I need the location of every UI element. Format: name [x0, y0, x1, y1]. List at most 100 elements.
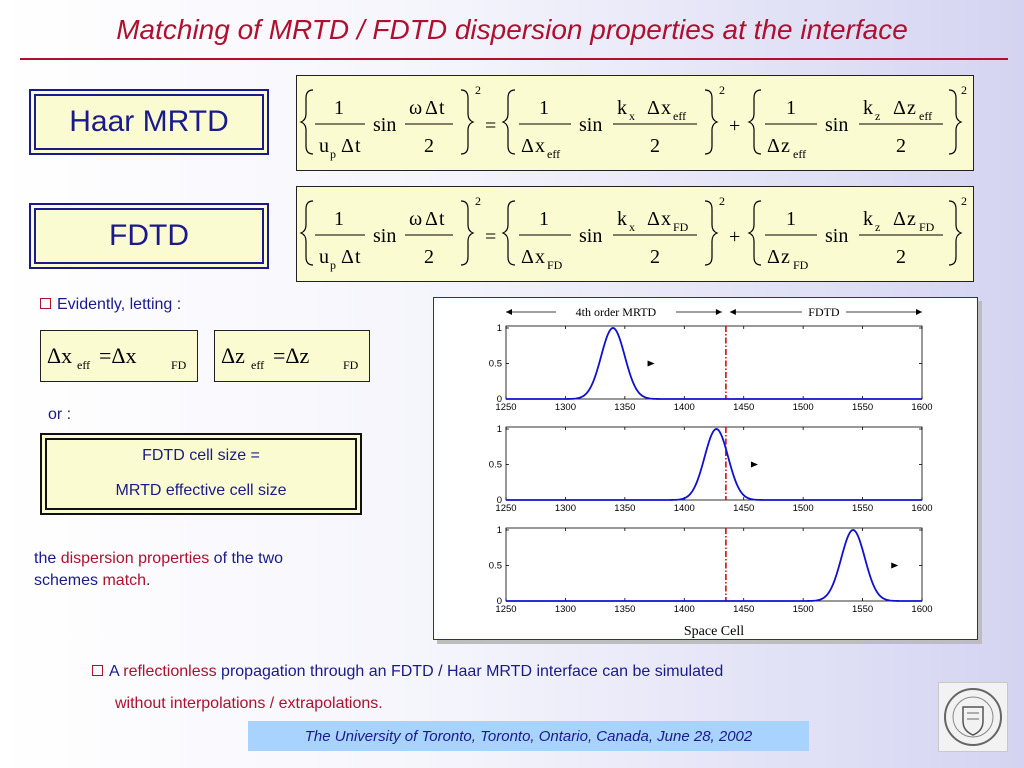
y-tick-label: 0.5 [489, 460, 502, 471]
svg-text:k: k [863, 208, 873, 230]
svg-text:t: t [355, 246, 361, 268]
svg-text:Δ: Δ [341, 135, 354, 157]
evidently-bullet: Evidently, letting : [40, 296, 181, 314]
x-tick-label: 1500 [793, 503, 814, 514]
x-tick-label: 1350 [614, 503, 635, 514]
svg-text:eff: eff [77, 358, 90, 372]
svg-text:2: 2 [961, 83, 967, 97]
x-tick-label: 1450 [733, 503, 754, 514]
svg-text:FD: FD [919, 220, 935, 234]
svg-text:eff: eff [547, 147, 560, 161]
svg-text:eff: eff [251, 358, 264, 372]
svg-text:2: 2 [896, 135, 906, 157]
dz-equality: Δz eff =Δz FD [214, 330, 370, 382]
y-tick-label: 1 [497, 323, 502, 334]
x-tick-label: 1250 [495, 503, 516, 514]
pulse-series-line [506, 428, 922, 501]
svg-text:t: t [439, 97, 445, 119]
svg-text:2: 2 [475, 194, 481, 208]
svg-text:z: z [781, 246, 790, 268]
svg-text:+: + [729, 115, 740, 137]
svg-text:Δ: Δ [893, 97, 906, 119]
plot-frame [505, 325, 923, 400]
svg-text:z: z [907, 97, 916, 119]
y-tick-label: 0 [497, 495, 502, 506]
x-tick-label: 1450 [733, 604, 754, 615]
y-tick-label: 1 [497, 525, 502, 536]
university-seal-logo [938, 682, 1008, 752]
svg-text:FD: FD [171, 358, 187, 372]
bullet-square-icon [92, 665, 103, 677]
pulse-series-line [506, 327, 922, 400]
svg-text:sin: sin [579, 225, 602, 247]
svg-text:sin: sin [373, 225, 396, 247]
x-tick-label: 1400 [674, 604, 695, 615]
svg-text:2: 2 [650, 135, 660, 157]
svg-text:Δ: Δ [521, 246, 534, 268]
x-tick-label: 1600 [911, 503, 932, 514]
arrowhead-right-icon [916, 309, 922, 315]
svg-text:ω: ω [409, 208, 422, 230]
svg-text:p: p [330, 258, 336, 272]
arrowhead-left-icon [729, 309, 736, 315]
y-tick-label: 0.5 [489, 561, 502, 572]
propagation-arrow-icon [891, 562, 899, 569]
cell-size-note: FDTD cell size = MRTD effective cell siz… [40, 433, 362, 515]
svg-text:eff: eff [793, 147, 806, 161]
dx-equality: Δx eff =Δx FD [40, 330, 198, 382]
x-axis-label: Space Cell [684, 624, 744, 639]
svg-text:=: = [485, 115, 496, 137]
x-tick-label: 1600 [911, 604, 932, 615]
x-tick-label: 1350 [614, 604, 635, 615]
svg-text:Δ: Δ [647, 208, 660, 230]
x-tick-label: 1500 [793, 604, 814, 615]
propagation-arrow-icon [750, 461, 758, 468]
svg-text:x: x [535, 246, 545, 268]
svg-text:x: x [629, 109, 635, 123]
fdtd-label: FDTD [34, 208, 264, 264]
svg-text:1: 1 [334, 97, 344, 119]
svg-text:z: z [875, 109, 880, 123]
region-label-bg [801, 304, 846, 318]
haar-mrtd-label: Haar MRTD [34, 94, 264, 150]
svg-text:FD: FD [547, 258, 563, 272]
svg-text:u: u [319, 135, 329, 157]
svg-text:=: = [485, 226, 496, 248]
svg-text:2: 2 [719, 194, 725, 208]
svg-text:1: 1 [786, 97, 796, 119]
pulse-propagation-chart: 4th order MRTD FDTD 1250 1300 1350 1400 1450 15… [489, 304, 933, 639]
svg-text:Δ: Δ [425, 208, 438, 230]
svg-text:FD: FD [793, 258, 809, 272]
arrowhead-left-icon [506, 309, 512, 315]
svg-text:Δ: Δ [647, 97, 660, 119]
x-tick-label: 1400 [674, 503, 695, 514]
x-tick-label: 1250 [495, 402, 516, 413]
svg-text:u: u [319, 246, 329, 268]
svg-text:Δ: Δ [767, 246, 780, 268]
page-title: Matching of MRTD / FDTD dispersion prope… [116, 14, 908, 45]
dispersion-match-text: the dispersion properties of the two sch… [34, 550, 284, 589]
x-tick-label: 1600 [911, 402, 932, 413]
svg-text:ω: ω [409, 97, 422, 119]
x-tick-label: 1300 [555, 402, 576, 413]
svg-text:Δ: Δ [341, 246, 354, 268]
svg-text:z: z [907, 208, 916, 230]
svg-text:z: z [781, 135, 790, 157]
svg-text:2: 2 [650, 246, 660, 268]
y-tick-label: 0 [497, 596, 502, 607]
svg-text:t: t [355, 135, 361, 157]
svg-text:=Δz: =Δz [273, 343, 310, 368]
svg-text:x: x [661, 97, 671, 119]
svg-text:Δ: Δ [521, 135, 534, 157]
x-tick-label: 1350 [614, 402, 635, 413]
region-label-mrtd: 4th order MRTD [576, 305, 657, 319]
svg-text:sin: sin [825, 225, 848, 247]
plot-frame [505, 426, 923, 501]
svg-text:+: + [729, 226, 740, 248]
svg-text:2: 2 [719, 83, 725, 97]
footer-banner: The University of Toronto, Toronto, Onta… [248, 721, 809, 751]
y-tick-label: 0 [497, 394, 502, 405]
propagation-arrow-icon [647, 360, 655, 367]
y-tick-label: 1 [497, 424, 502, 435]
arrowhead-right-icon [715, 309, 722, 315]
